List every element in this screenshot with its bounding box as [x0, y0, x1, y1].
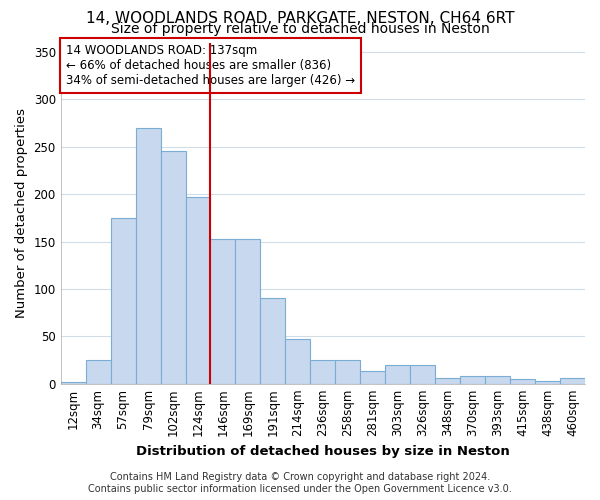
Bar: [185, 197, 211, 384]
Bar: [211, 238, 235, 384]
Bar: [335, 360, 360, 384]
Bar: [385, 364, 410, 384]
Bar: [460, 376, 485, 384]
Bar: [560, 378, 585, 384]
Bar: [260, 298, 286, 384]
Bar: [86, 360, 110, 384]
Y-axis label: Number of detached properties: Number of detached properties: [15, 108, 28, 318]
Bar: [61, 382, 86, 384]
Bar: [485, 376, 510, 384]
Bar: [435, 378, 460, 384]
Text: Contains HM Land Registry data © Crown copyright and database right 2024.
Contai: Contains HM Land Registry data © Crown c…: [88, 472, 512, 494]
Text: Size of property relative to detached houses in Neston: Size of property relative to detached ho…: [110, 22, 490, 36]
Text: 14 WOODLANDS ROAD: 137sqm
← 66% of detached houses are smaller (836)
34% of semi: 14 WOODLANDS ROAD: 137sqm ← 66% of detac…: [66, 44, 355, 87]
Bar: [410, 364, 435, 384]
Bar: [110, 218, 136, 384]
X-axis label: Distribution of detached houses by size in Neston: Distribution of detached houses by size …: [136, 444, 510, 458]
Bar: [235, 238, 260, 384]
Text: 14, WOODLANDS ROAD, PARKGATE, NESTON, CH64 6RT: 14, WOODLANDS ROAD, PARKGATE, NESTON, CH…: [86, 11, 514, 26]
Bar: [286, 339, 310, 384]
Bar: [360, 372, 385, 384]
Bar: [310, 360, 335, 384]
Bar: [510, 379, 535, 384]
Bar: [535, 381, 560, 384]
Bar: [161, 150, 185, 384]
Bar: [136, 128, 161, 384]
